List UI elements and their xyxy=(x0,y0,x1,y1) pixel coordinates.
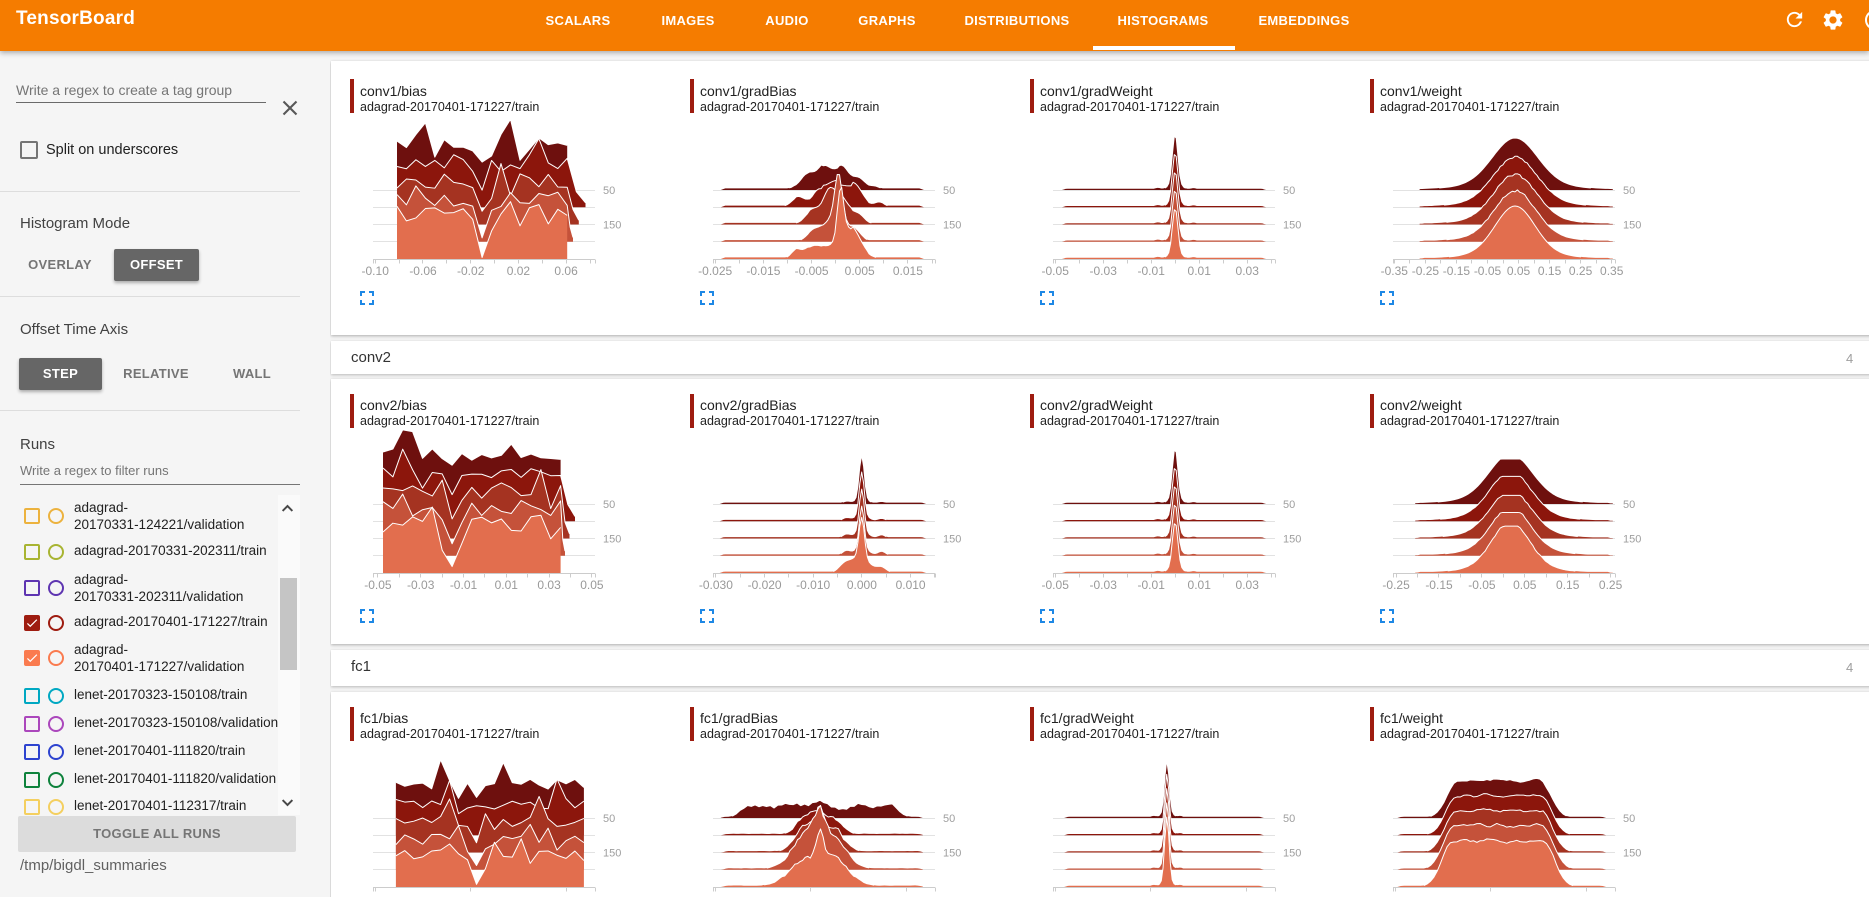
svg-text:-0.05: -0.05 xyxy=(364,578,392,592)
svg-text:0.03: 0.03 xyxy=(1236,264,1260,278)
svg-text:-0.05: -0.05 xyxy=(1042,578,1070,592)
svg-text:150: 150 xyxy=(1283,848,1301,860)
svg-text:-0.020: -0.020 xyxy=(748,578,782,592)
svg-text:-0.010: -0.010 xyxy=(796,578,830,592)
svg-text:0.005: 0.005 xyxy=(845,264,875,278)
svg-text:-0.01: -0.01 xyxy=(1138,264,1166,278)
svg-text:0.05: 0.05 xyxy=(580,578,604,592)
svg-text:50: 50 xyxy=(1623,185,1635,197)
svg-text:-0.005: -0.005 xyxy=(795,264,829,278)
svg-text:-0.05: -0.05 xyxy=(1042,264,1070,278)
svg-text:-0.025: -0.025 xyxy=(698,264,732,278)
svg-text:0.05: 0.05 xyxy=(1507,264,1531,278)
svg-text:50: 50 xyxy=(603,499,615,511)
svg-text:0.35: 0.35 xyxy=(1600,264,1624,278)
svg-text:50: 50 xyxy=(943,499,955,511)
svg-text:-0.25: -0.25 xyxy=(1412,264,1440,278)
svg-text:-0.03: -0.03 xyxy=(1090,264,1118,278)
svg-text:-0.06: -0.06 xyxy=(409,264,437,278)
svg-text:150: 150 xyxy=(1283,220,1301,232)
svg-text:50: 50 xyxy=(1623,813,1635,825)
svg-text:0.01: 0.01 xyxy=(1188,578,1212,592)
svg-text:150: 150 xyxy=(1623,534,1641,546)
svg-text:0.02: 0.02 xyxy=(507,264,531,278)
svg-text:150: 150 xyxy=(603,534,621,546)
svg-text:0.01: 0.01 xyxy=(495,578,519,592)
svg-text:50: 50 xyxy=(1283,185,1295,197)
svg-text:50: 50 xyxy=(603,813,615,825)
svg-text:-0.15: -0.15 xyxy=(1443,264,1471,278)
svg-text:0.010: 0.010 xyxy=(896,578,926,592)
svg-text:150: 150 xyxy=(603,848,621,860)
svg-text:50: 50 xyxy=(1283,813,1295,825)
svg-text:0.05: 0.05 xyxy=(1513,578,1537,592)
svg-text:0.03: 0.03 xyxy=(537,578,561,592)
svg-text:0.15: 0.15 xyxy=(1538,264,1562,278)
svg-text:150: 150 xyxy=(943,848,961,860)
svg-text:0.15: 0.15 xyxy=(1556,578,1580,592)
svg-text:50: 50 xyxy=(1283,499,1295,511)
svg-text:0.06: 0.06 xyxy=(554,264,578,278)
svg-text:-0.015: -0.015 xyxy=(746,264,780,278)
svg-text:150: 150 xyxy=(1283,534,1301,546)
svg-text:0.25: 0.25 xyxy=(1599,578,1623,592)
svg-text:0.000: 0.000 xyxy=(847,578,877,592)
svg-text:150: 150 xyxy=(943,534,961,546)
svg-text:50: 50 xyxy=(943,813,955,825)
svg-text:-0.15: -0.15 xyxy=(1425,578,1453,592)
svg-text:0.25: 0.25 xyxy=(1569,264,1593,278)
svg-text:150: 150 xyxy=(943,220,961,232)
svg-text:0.015: 0.015 xyxy=(893,264,923,278)
svg-text:-0.03: -0.03 xyxy=(1090,578,1118,592)
svg-text:150: 150 xyxy=(1623,848,1641,860)
svg-text:-0.01: -0.01 xyxy=(450,578,478,592)
svg-text:150: 150 xyxy=(603,220,621,232)
svg-text:-0.05: -0.05 xyxy=(1468,578,1496,592)
svg-text:0.01: 0.01 xyxy=(1188,264,1212,278)
svg-text:150: 150 xyxy=(1623,220,1641,232)
svg-text:-0.10: -0.10 xyxy=(362,264,390,278)
svg-text:-0.05: -0.05 xyxy=(1474,264,1502,278)
svg-text:-0.03: -0.03 xyxy=(407,578,435,592)
svg-text:-0.35: -0.35 xyxy=(1381,264,1409,278)
svg-text:-0.02: -0.02 xyxy=(457,264,485,278)
svg-text:50: 50 xyxy=(603,185,615,197)
svg-text:50: 50 xyxy=(943,185,955,197)
svg-text:50: 50 xyxy=(1623,499,1635,511)
svg-text:-0.030: -0.030 xyxy=(699,578,733,592)
svg-text:0.03: 0.03 xyxy=(1236,578,1260,592)
svg-text:-0.01: -0.01 xyxy=(1138,578,1166,592)
svg-text:-0.25: -0.25 xyxy=(1382,578,1410,592)
